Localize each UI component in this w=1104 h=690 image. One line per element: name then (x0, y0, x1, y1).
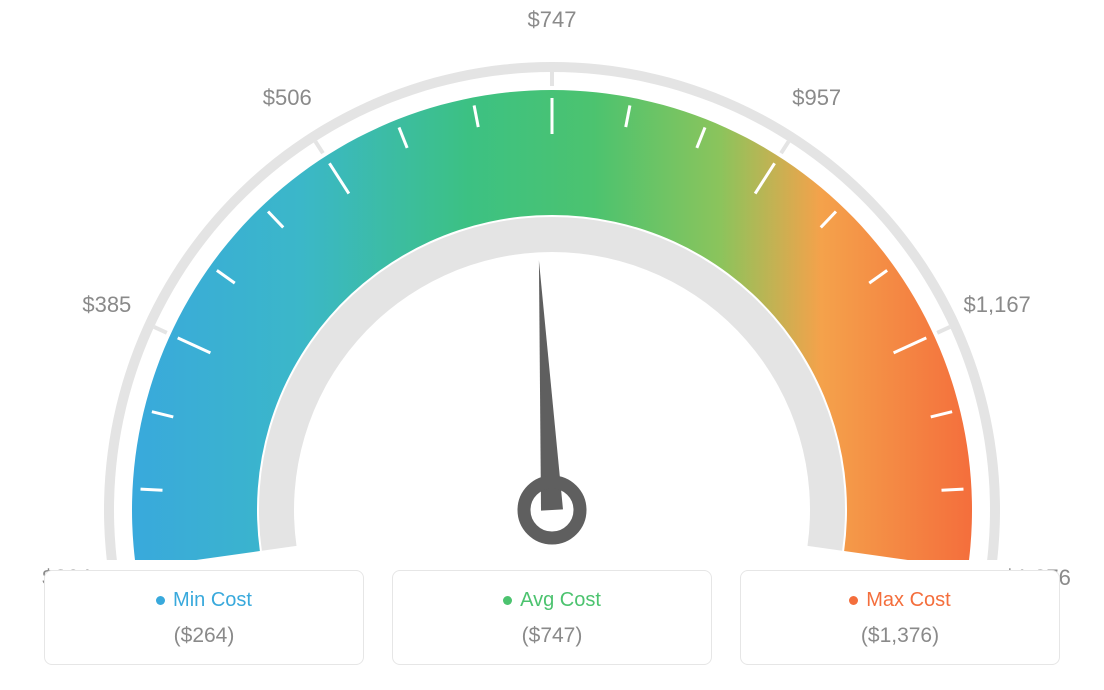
legend-dot-max (849, 596, 858, 605)
gauge-area: $264$385$506$747$957$1,167$1,376 (0, 0, 1104, 560)
legend-title-min: Min Cost (156, 589, 252, 612)
gauge-tick-label: $385 (82, 292, 131, 318)
gauge-needle (539, 260, 563, 510)
gauge-tick-label: $957 (792, 85, 841, 111)
gauge-outer-tick (781, 141, 789, 153)
legend-label-min: Min Cost (173, 589, 252, 612)
legend-value-max: ($1,376) (751, 624, 1049, 648)
legend-title-avg: Avg Cost (503, 589, 601, 612)
legend-card-avg: Avg Cost ($747) (392, 570, 712, 665)
legend-card-min: Min Cost ($264) (44, 570, 364, 665)
gauge-minor-tick (942, 489, 964, 490)
gauge-tick-label: $1,167 (964, 292, 1031, 318)
legend-value-avg: ($747) (403, 624, 701, 648)
gauge-chart-container: $264$385$506$747$957$1,167$1,376 Min Cos… (0, 0, 1104, 690)
legend-value-min: ($264) (55, 624, 353, 648)
gauge-outer-tick (315, 141, 323, 153)
gauge-svg (0, 0, 1104, 560)
gauge-outer-tick (937, 327, 950, 333)
gauge-tick-label: $506 (263, 85, 312, 111)
gauge-tick-label: $747 (528, 7, 577, 33)
legend-row: Min Cost ($264) Avg Cost ($747) Max Cost… (0, 570, 1104, 665)
gauge-outer-tick (154, 327, 167, 333)
gauge-minor-tick (141, 489, 163, 490)
legend-label-max: Max Cost (866, 589, 950, 612)
legend-dot-min (156, 596, 165, 605)
legend-label-avg: Avg Cost (520, 589, 601, 612)
legend-dot-avg (503, 596, 512, 605)
legend-card-max: Max Cost ($1,376) (740, 570, 1060, 665)
legend-title-max: Max Cost (849, 589, 950, 612)
